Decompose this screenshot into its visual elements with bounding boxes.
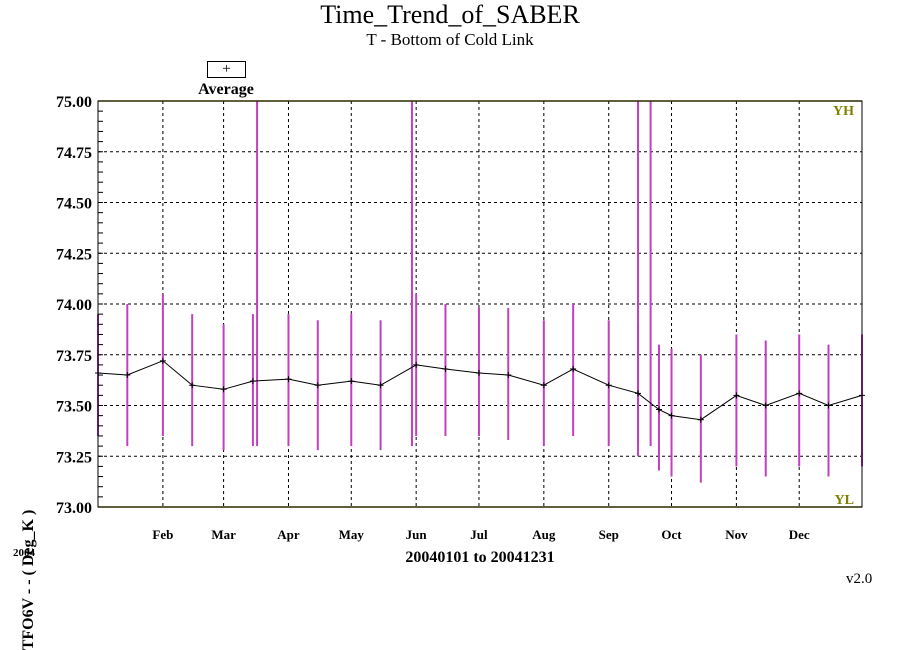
average-point xyxy=(505,372,512,379)
average-point xyxy=(124,372,131,379)
plot-frame xyxy=(97,100,863,508)
average-point xyxy=(377,382,384,389)
axis-layer: 75.00 74.75 74.50 74.25 74.00 73.75 73.50 73.25… xyxy=(56,94,863,542)
x-tick-label: Aug xyxy=(532,527,556,542)
average-point xyxy=(796,390,803,397)
legend-average-label: Average xyxy=(198,81,254,98)
x-tick-label: Dec xyxy=(789,527,810,542)
x-tick-label: May xyxy=(339,527,365,542)
average-point xyxy=(285,376,292,383)
limit-high-label: YH xyxy=(833,104,854,119)
average-point xyxy=(635,390,642,397)
average-point xyxy=(605,382,612,389)
average-point xyxy=(314,382,321,389)
x-tick-label: Mar xyxy=(211,527,236,542)
y-tick-label: 73.75 xyxy=(56,348,92,365)
average-point xyxy=(220,386,227,393)
average-point xyxy=(442,365,449,372)
grid-layer xyxy=(98,100,862,508)
average-point xyxy=(825,402,832,409)
x-tick-label: Apr xyxy=(277,527,300,542)
x-tick-label: Feb xyxy=(152,527,173,542)
average-point xyxy=(413,361,420,368)
y-tick-label: 73.25 xyxy=(56,449,92,466)
average-point xyxy=(249,378,256,385)
limit-low-label: YL xyxy=(835,493,854,508)
average-point xyxy=(762,402,769,409)
average-point xyxy=(540,382,547,389)
average-line xyxy=(97,360,863,421)
y-tick-label: 74.50 xyxy=(56,196,92,213)
average-point xyxy=(475,370,482,377)
x-tick-label: Oct xyxy=(661,527,682,542)
legend-average-symbol: + xyxy=(207,61,246,78)
average-point xyxy=(159,357,166,364)
y-tick-label: 73.00 xyxy=(56,500,92,517)
x-tick-label: Jul xyxy=(470,527,488,542)
data-layer xyxy=(95,101,865,483)
chart-subtitle: T - Bottom of Cold Link xyxy=(366,30,534,49)
y-tick-label: 74.00 xyxy=(56,297,92,314)
version-label: v2.0 xyxy=(846,571,873,587)
plot-area: 75.00 74.75 74.50 74.25 74.00 73.75 73.50 73.25… xyxy=(56,94,865,542)
y-tick-label: 75.00 xyxy=(56,94,92,111)
chart-title: Time_Trend_of_SABER xyxy=(320,0,580,29)
average-point xyxy=(189,382,196,389)
x-axis-title: 20040101 to 20041231 xyxy=(405,549,555,566)
x-tick-label: Jun xyxy=(406,527,428,542)
year-label: 2004 xyxy=(13,547,35,559)
average-point xyxy=(570,365,577,372)
average-point xyxy=(733,392,740,399)
average-point xyxy=(348,378,355,385)
y-tick-label: 74.25 xyxy=(56,246,92,263)
y-tick-label: 74.75 xyxy=(56,145,92,162)
x-tick-label: Sep xyxy=(599,527,619,542)
x-tick-label: Nov xyxy=(725,527,748,542)
average-point xyxy=(697,416,704,423)
average-point xyxy=(668,412,675,419)
average-point xyxy=(655,406,662,413)
y-tick-label: 73.50 xyxy=(56,399,92,416)
